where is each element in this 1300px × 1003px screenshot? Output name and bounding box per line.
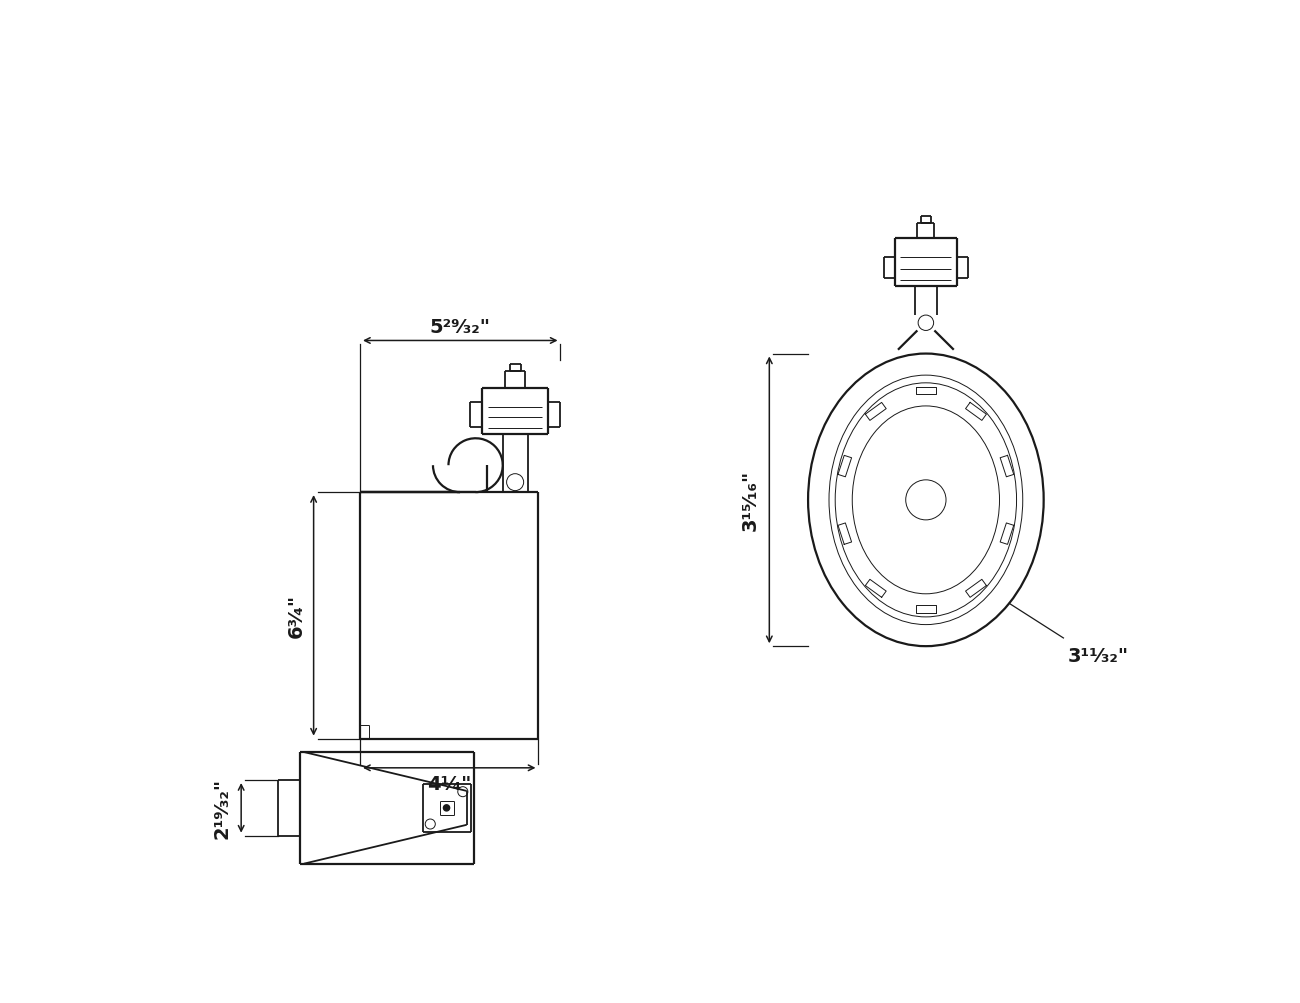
Circle shape: [443, 805, 450, 811]
Text: 3¹¹⁄₃₂": 3¹¹⁄₃₂": [1067, 646, 1128, 665]
Text: 5²⁹⁄₃₂": 5²⁹⁄₃₂": [430, 318, 491, 337]
Text: 2¹⁹⁄₃₂": 2¹⁹⁄₃₂": [212, 777, 231, 839]
Text: 3¹⁵⁄₁₆": 3¹⁵⁄₁₆": [741, 469, 759, 531]
Text: 6³⁄₄": 6³⁄₄": [287, 594, 306, 638]
Text: 4¹⁄₄": 4¹⁄₄": [428, 774, 472, 793]
